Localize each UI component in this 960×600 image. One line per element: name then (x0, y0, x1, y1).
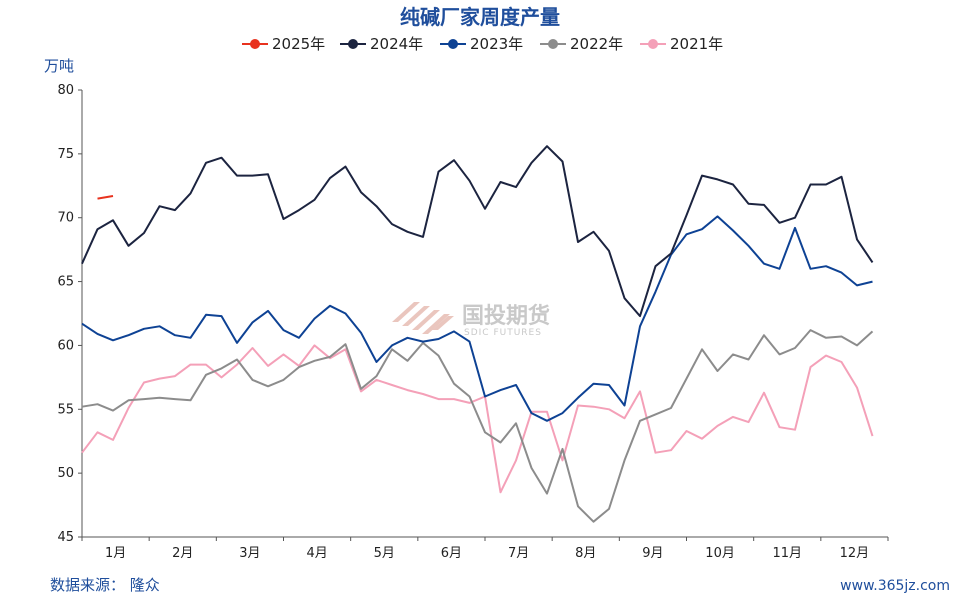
watermark-name-cn: 国投期货 (462, 303, 550, 329)
x-tick-label: 4月 (306, 546, 327, 561)
x-tick-label: 12月 (840, 546, 870, 561)
x-tick-label: 8月 (575, 546, 596, 561)
chart-title: 纯碱厂家周度产量 (400, 5, 560, 29)
legend-swatch-dot (448, 39, 458, 49)
source-note: 数据来源： 隆众 (50, 576, 160, 594)
x-tick-label: 6月 (441, 546, 462, 561)
legend-swatch-dot (250, 39, 260, 49)
legend-swatch-dot (548, 39, 558, 49)
x-tick-label: 3月 (239, 546, 260, 561)
y-axis-unit: 万吨 (44, 57, 74, 75)
x-tick-label: 5月 (374, 546, 395, 561)
x-tick-label: 10月 (705, 546, 735, 561)
legend-label: 2023年 (470, 35, 523, 53)
x-tick-label: 9月 (642, 546, 663, 561)
y-tick-label: 45 (57, 530, 74, 545)
y-tick-label: 80 (57, 83, 74, 98)
y-tick-label: 55 (57, 402, 74, 417)
series-layer (81, 145, 874, 523)
y-tick-label: 60 (57, 338, 74, 353)
x-tick-label: 7月 (508, 546, 529, 561)
legend-swatch-dot (648, 39, 658, 49)
axes: 45 50 55 60 65 70 75 80 1月 2月 3月 4月 5月 6月 7月 8月 9月 10月 11月… (57, 83, 889, 561)
y-tick-label: 50 (57, 466, 74, 481)
y-tick-label: 75 (57, 147, 74, 162)
legend-label: 2025年 (272, 35, 325, 53)
x-tick-label: 11月 (772, 546, 802, 561)
series-line-2023年 (81, 215, 873, 422)
x-tick-label: 2月 (172, 546, 193, 561)
y-tick-label: 70 (57, 211, 74, 226)
series-line-2025年 (97, 195, 114, 200)
series-line-2024年 (81, 145, 874, 318)
legend-label: 2024年 (370, 35, 423, 53)
x-tick-label: 1月 (105, 546, 126, 561)
watermark-name-en: SDIC FUTURES (464, 328, 542, 338)
legend-label: 2021年 (670, 35, 723, 53)
legend-swatch-dot (348, 39, 358, 49)
legend-label: 2022年 (570, 35, 623, 53)
y-tick-label: 65 (57, 275, 74, 290)
series-line-2022年 (81, 329, 874, 523)
legend: 2025年 2024年 2023年 2022年 2021年 (242, 35, 723, 53)
site-watermark: www.365jz.com (840, 578, 950, 594)
watermark-logo: 国投期货 SDIC FUTURES (392, 302, 550, 338)
watermark-stripes-icon (392, 302, 454, 334)
